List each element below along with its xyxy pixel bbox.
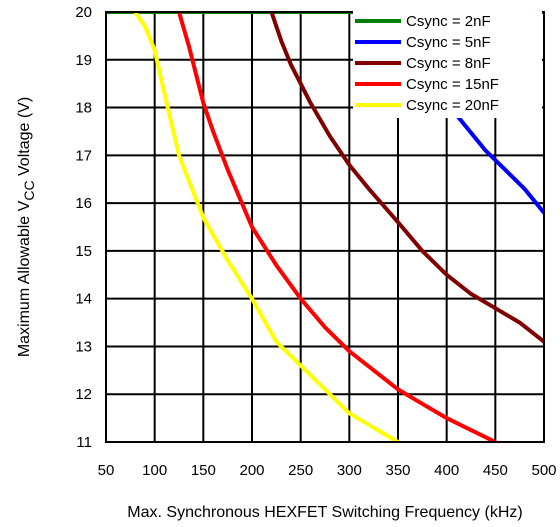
legend: Csync = 2nF Csync = 5nF Csync = 8nF Csync =… <box>353 11 542 118</box>
y-axis-title-subscript: CC <box>21 180 37 200</box>
y-tick-label: 13 <box>75 338 92 355</box>
x-tick-label: 150 <box>191 462 216 479</box>
x-tick-label: 500 <box>531 462 556 479</box>
x-tick-label: 100 <box>142 462 167 479</box>
plot-frame <box>105 11 545 443</box>
x-tick-label: 300 <box>337 462 362 479</box>
legend-entry: Csync = 8nF <box>406 55 491 72</box>
x-tick-label: 250 <box>288 462 313 479</box>
legend-entry: Csync = 2nF <box>406 13 491 30</box>
x-tick-label: 400 <box>434 462 459 479</box>
y-tick-label: 12 <box>75 386 92 403</box>
series-line-5 <box>133 12 400 442</box>
y-tick-label: 11 <box>76 434 92 451</box>
y-axis-title: Maximum Allowable VCC Voltage (V) <box>16 97 37 357</box>
y-axis-title-prefix: Maximum Allowable V <box>16 200 33 357</box>
x-tick-label: 450 <box>483 462 508 479</box>
y-tick-label: 17 <box>75 147 92 164</box>
x-axis-title: Max. Synchronous HEXFET Switching Freque… <box>127 504 522 521</box>
legend-entry: Csync = 5nF <box>406 34 491 51</box>
x-tick-label: 200 <box>239 462 264 479</box>
y-tick-label: 15 <box>75 243 92 260</box>
x-tick-label: 50 <box>98 462 115 479</box>
y-axis-title-suffix: Voltage (V) <box>16 97 33 181</box>
y-tick-label: 16 <box>75 195 92 212</box>
legend-entry: Csync = 15nF <box>406 76 499 93</box>
y-tick-labels: 11 12 13 14 15 16 17 18 19 20 <box>75 4 92 451</box>
y-tick-label: 18 <box>75 100 92 117</box>
legend-entry: Csync = 20nF <box>406 97 499 114</box>
x-tick-label: 350 <box>385 462 410 479</box>
y-tick-label: 19 <box>75 52 92 69</box>
y-tick-label: 20 <box>75 4 92 21</box>
series-line-3 <box>269 12 544 344</box>
series-line-4 <box>177 12 498 442</box>
y-tick-label: 14 <box>75 291 92 308</box>
x-tick-labels: 50 100 150 200 250 300 350 400 450 500 <box>98 462 557 479</box>
